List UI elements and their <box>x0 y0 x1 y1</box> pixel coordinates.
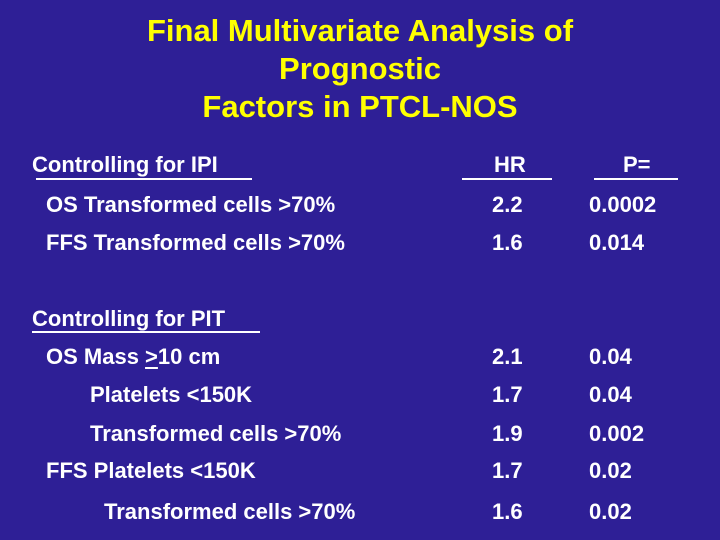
pit-row-label: FFS Platelets <150K <box>46 458 256 483</box>
pit-row-p: 0.02 <box>589 458 632 483</box>
pit-row-p: 0.02 <box>589 499 632 524</box>
ipi-row-p: 0.0002 <box>589 192 657 217</box>
pit-row-label: Transformed cells >70% <box>104 499 356 524</box>
ipi-row-p: 0.014 <box>589 230 645 255</box>
ipi-heading: Controlling for IPI <box>32 152 218 177</box>
pit-row-label: OS Mass >10 cm <box>46 344 220 370</box>
ipi-heading-underline <box>36 178 252 180</box>
title-line-3: Factors in PTCL-NOS <box>202 89 518 124</box>
pit-row-hr: 1.9 <box>492 421 523 446</box>
pit-heading: Controlling for PIT <box>32 306 226 331</box>
label-underlined-symbol: > <box>145 344 158 369</box>
slide-title: Final Multivariate Analysis of Prognosti… <box>0 12 720 126</box>
pit-row-hr: 2.1 <box>492 344 523 369</box>
pit-row-hr: 1.7 <box>492 458 523 483</box>
pit-row-hr: 1.7 <box>492 382 523 407</box>
p-column-header: P= <box>623 152 651 177</box>
pit-row-hr: 1.6 <box>492 499 523 524</box>
ipi-row-label: FFS Transformed cells >70% <box>46 230 345 255</box>
pit-row-p: 0.002 <box>589 421 645 446</box>
pit-row-label: Platelets <150K <box>90 382 253 407</box>
hr-header-underline <box>462 178 552 180</box>
ipi-row-label: OS Transformed cells >70% <box>46 192 336 217</box>
label-prefix: OS Mass <box>46 344 146 369</box>
pit-row-p: 0.04 <box>589 382 632 407</box>
label-suffix: 10 cm <box>157 344 221 369</box>
ipi-row-hr: 2.2 <box>492 192 523 217</box>
pit-row-p: 0.04 <box>589 344 632 369</box>
pit-heading-underline <box>32 331 260 333</box>
title-line-1: Final Multivariate Analysis of <box>146 13 574 48</box>
pit-row-label: Transformed cells >70% <box>90 421 342 446</box>
title-line-2: Prognostic <box>279 51 441 86</box>
p-header-underline <box>594 178 678 180</box>
hr-column-header: HR <box>494 152 526 177</box>
ipi-row-hr: 1.6 <box>492 230 523 255</box>
